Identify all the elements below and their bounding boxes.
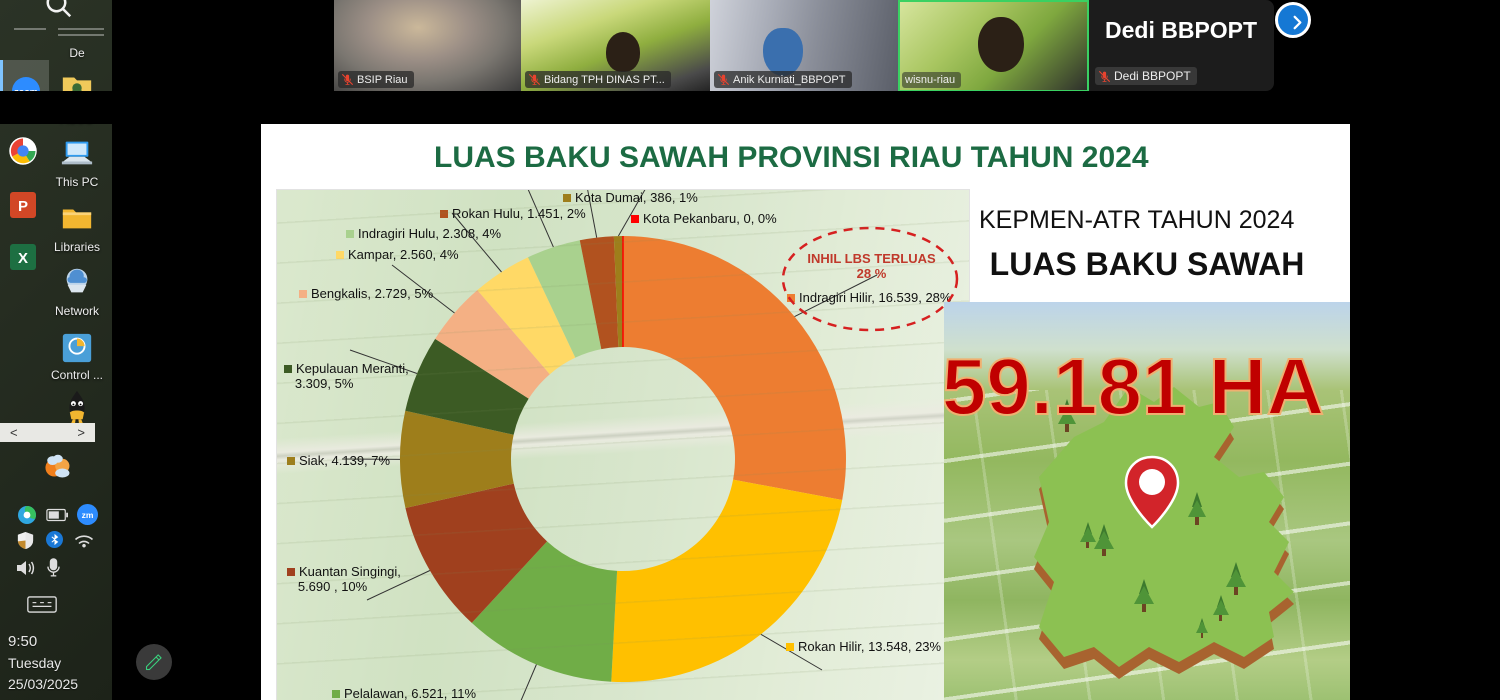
svg-text:X: X <box>18 250 28 267</box>
svg-text:P: P <box>18 198 28 215</box>
svg-text:zm: zm <box>82 510 94 520</box>
